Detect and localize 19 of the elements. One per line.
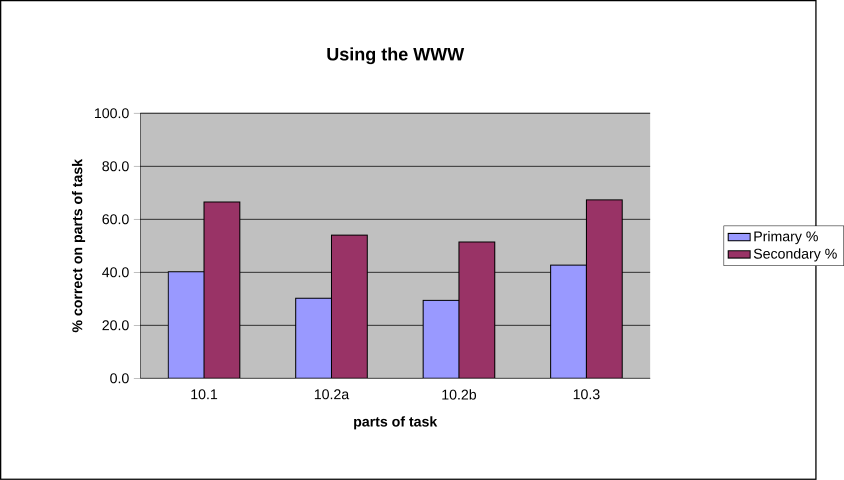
bar [330,234,368,378]
bar [458,242,496,378]
y-tick-label: 100.0 [94,108,129,118]
x-tick-label: 10.3 [574,389,600,400]
y-axis-title: % correct on parts of task [72,158,86,332]
y-tick-label: 0.0 [110,373,129,384]
chart-title: Using the WWW [327,47,464,64]
y-tick-label: 80.0 [102,161,129,172]
x-tick-label: 10.2a [314,389,350,400]
bar [586,199,623,378]
y-tick-label: 20.0 [102,320,129,330]
x-tick-label: 10.1 [191,389,218,400]
x-tick-label: 10.2b [442,389,476,400]
legend-label: Primary % [754,231,818,244]
y-tick-label: 40.0 [102,267,129,278]
y-tick-label: 60.0 [102,214,129,224]
legend-label: Secondary % [754,248,837,262]
x-axis-title: parts of task [354,416,438,430]
bar [204,202,240,378]
